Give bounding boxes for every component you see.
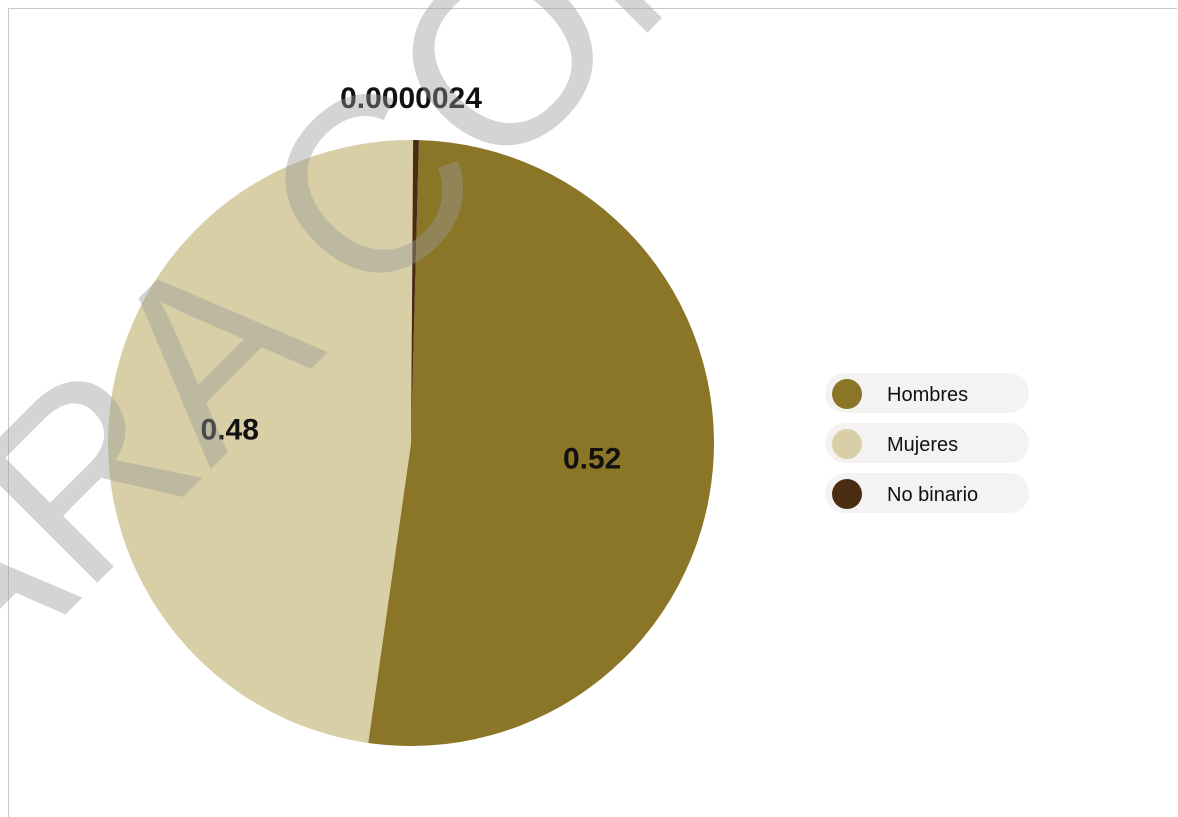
slice-label-no-binario: 0.0000024 bbox=[340, 82, 482, 115]
pie-slice-hombres bbox=[368, 140, 714, 746]
legend-swatch-no-binario bbox=[832, 479, 862, 509]
legend-label-hombres: Hombres bbox=[887, 384, 968, 406]
legend-swatch-mujeres bbox=[832, 429, 862, 459]
slice-label-mujeres: 0.48 bbox=[201, 413, 259, 446]
legend-label-no-binario: No binario bbox=[887, 484, 978, 506]
legend-label-mujeres: Mujeres bbox=[887, 434, 958, 456]
legend: Hombres Mujeres No binario bbox=[825, 373, 1029, 513]
pie-slices bbox=[107, 139, 714, 746]
legend-swatch-hombres bbox=[832, 379, 862, 409]
legend-row-bg bbox=[825, 373, 1029, 413]
slice-label-hombres: 0.52 bbox=[563, 442, 621, 475]
pie-slice-no-binario bbox=[411, 140, 419, 443]
legend-row-bg bbox=[825, 423, 1029, 463]
legend-row-bg bbox=[825, 473, 1029, 513]
pie-labels: 0.52 0.48 0.0000024 bbox=[201, 82, 622, 475]
chart-frame bbox=[8, 8, 1177, 817]
pie-slice-mujeres bbox=[107, 139, 414, 743]
